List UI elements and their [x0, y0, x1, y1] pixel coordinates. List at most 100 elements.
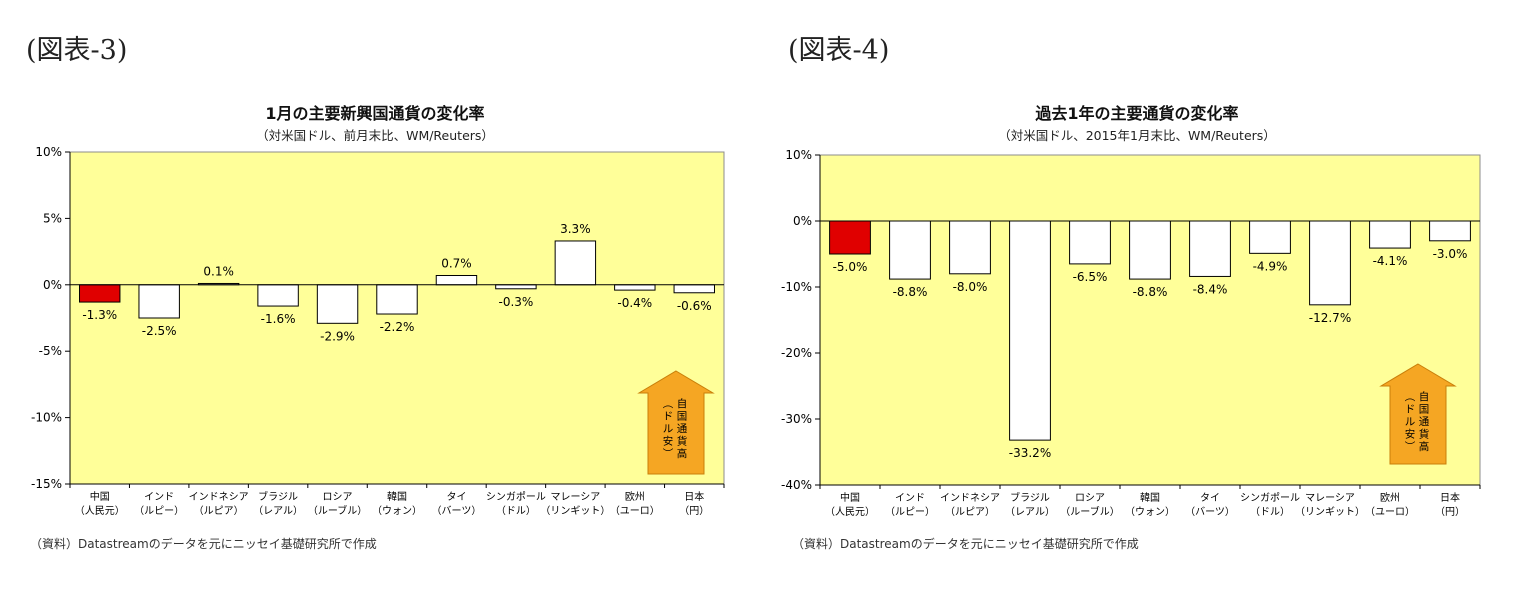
bar — [673, 284, 715, 294]
x-tick-label-sub: （レアル） — [253, 505, 303, 517]
x-tick-label-sub: （リンギット） — [540, 505, 610, 517]
x-tick-label-sub: （レアル） — [1005, 506, 1055, 518]
data-label: -8.8% — [893, 285, 928, 299]
x-tick-label: 中国 — [840, 491, 860, 504]
x-tick-label: ブラジル — [1010, 491, 1050, 504]
bar — [138, 284, 180, 319]
bar — [435, 275, 478, 286]
y-tick-label: -10% — [31, 411, 62, 425]
arrow-label: 自国通貨高︵ドル安︶ — [1405, 390, 1430, 453]
chart-subtitle: （対米国ドル、2015年1月末比、WM/Reuters） — [998, 128, 1276, 143]
data-label: -4.1% — [1373, 254, 1408, 268]
x-tick-label: タイ — [446, 491, 466, 503]
x-tick-label: ロシア — [1075, 493, 1105, 504]
data-label: -0.3% — [498, 295, 533, 309]
x-tick-label: 欧州 — [625, 491, 645, 503]
chart-panel-right: (図表-4) 過去1年の主要通貨の変化率 （対米国ドル、2015年1月末比、WM… — [762, 0, 1512, 600]
arrow-annotation — [637, 370, 715, 475]
bar — [1309, 220, 1351, 306]
data-label: 0.1% — [203, 264, 234, 278]
x-tick-label-sub: （ルピア） — [194, 505, 244, 517]
x-tick-label-sub: （ユーロ） — [1365, 506, 1415, 518]
x-tick-label: インドネシア — [189, 491, 249, 503]
data-label: -2.9% — [320, 329, 355, 343]
bar-chart: 10% 5% 0% -5% -10% -15% -1.3% -2.5% 0.1% -1.6% -2.… — [31, 145, 725, 517]
bar — [614, 284, 656, 291]
data-label: -2.5% — [142, 324, 177, 338]
bar — [79, 284, 121, 303]
x-tick-label-sub: （ルピア） — [945, 506, 995, 518]
y-tick-label: -5% — [39, 344, 62, 358]
x-tick-label: 日本 — [684, 490, 704, 503]
figure-label: (図表-4) — [788, 35, 890, 66]
bar — [1249, 220, 1291, 254]
x-tick-label-sub: （バーツ） — [432, 505, 482, 517]
y-tick-label: -40% — [781, 478, 812, 492]
data-label: -2.2% — [380, 320, 415, 334]
x-tick-label: インド — [144, 492, 174, 503]
bar — [554, 240, 597, 286]
x-tick-label-sub: （ユーロ） — [610, 505, 660, 517]
y-tick-label: 10% — [35, 145, 62, 159]
bar — [376, 284, 418, 315]
y-tick-label: -20% — [781, 346, 812, 360]
chart-title: 過去1年の主要通貨の変化率 — [1035, 104, 1239, 123]
x-tick-label: 欧州 — [1380, 492, 1400, 504]
x-tick-label: タイ — [1200, 492, 1220, 504]
x-tick-label-sub: （リンギット） — [1295, 506, 1365, 518]
bar — [495, 284, 537, 290]
bar-chart: 10% 0% -10% -20% -30% -40% -5.0% -8.8% -8.0% -33.… — [781, 148, 1481, 518]
x-tick-label: 韓国 — [387, 491, 407, 503]
bar — [829, 220, 871, 255]
x-tick-label-sub: （円） — [1435, 506, 1465, 518]
data-label: -12.7% — [1309, 311, 1351, 325]
x-tick-label-sub: （ルピー） — [134, 505, 184, 517]
source-note: （資料）Datastreamのデータを元にニッセイ基礎研究所で作成 — [792, 537, 1139, 551]
bar — [889, 220, 931, 280]
x-tick-label-sub: （ルピー） — [885, 506, 935, 518]
x-tick-label: インドネシア — [940, 492, 1000, 504]
x-tick-label: シンガポール — [1240, 492, 1300, 504]
data-label: -4.9% — [1253, 259, 1288, 273]
x-tick-label-sub: （ルーブル） — [308, 504, 367, 517]
y-tick-label: 0% — [43, 278, 62, 292]
data-label: -8.4% — [1193, 282, 1228, 296]
data-label: -33.2% — [1009, 446, 1051, 460]
y-tick-label: 0% — [793, 214, 812, 228]
bar — [1429, 220, 1471, 242]
plot-area — [819, 154, 1481, 486]
data-label: 3.3% — [560, 222, 591, 236]
x-tick-label-sub: （円） — [679, 505, 709, 517]
bar — [257, 284, 299, 307]
x-tick-label-sub: （ドル） — [1250, 506, 1290, 518]
chart-panel-left: (図表-3) 1月の主要新興国通貨の変化率 （対米国ドル、前月末比、WM/Reu… — [0, 0, 750, 600]
bar — [949, 220, 991, 275]
x-tick-label-sub: （人民元） — [75, 505, 125, 517]
bar — [1069, 220, 1111, 265]
x-tick-label: 日本 — [1440, 491, 1460, 504]
data-label: -8.8% — [1133, 285, 1168, 299]
x-tick-label-sub: （ルーブル） — [1060, 505, 1119, 518]
arrow-annotation — [1379, 363, 1457, 465]
data-label: -1.3% — [82, 308, 117, 322]
y-tick-label: -30% — [781, 412, 812, 426]
x-tick-label: ロシア — [323, 492, 353, 503]
x-tick-label: 中国 — [90, 490, 110, 503]
y-tick-label: -15% — [31, 477, 62, 491]
source-note: （資料）Datastreamのデータを元にニッセイ基礎研究所で作成 — [30, 537, 377, 551]
figure-label: (図表-3) — [26, 35, 128, 66]
data-label: -3.0% — [1433, 247, 1468, 261]
y-tick-label: 5% — [43, 211, 62, 225]
x-tick-label-sub: （ウォン） — [372, 505, 422, 517]
data-label: -1.6% — [261, 312, 296, 326]
chart-subtitle: （対米国ドル、前月末比、WM/Reuters） — [256, 128, 494, 143]
data-label: -6.5% — [1073, 270, 1108, 284]
chart-title: 1月の主要新興国通貨の変化率 — [265, 104, 485, 123]
x-tick-label-sub: （ウォン） — [1125, 506, 1175, 518]
x-tick-label: シンガポール — [486, 491, 546, 503]
arrow-label: 自国通貨高︵ドル安︶ — [663, 397, 688, 460]
x-tick-label: インド — [895, 493, 925, 504]
x-tick-label: マレーシア — [550, 492, 600, 503]
data-label: 0.7% — [441, 257, 472, 271]
bar — [1189, 220, 1231, 277]
